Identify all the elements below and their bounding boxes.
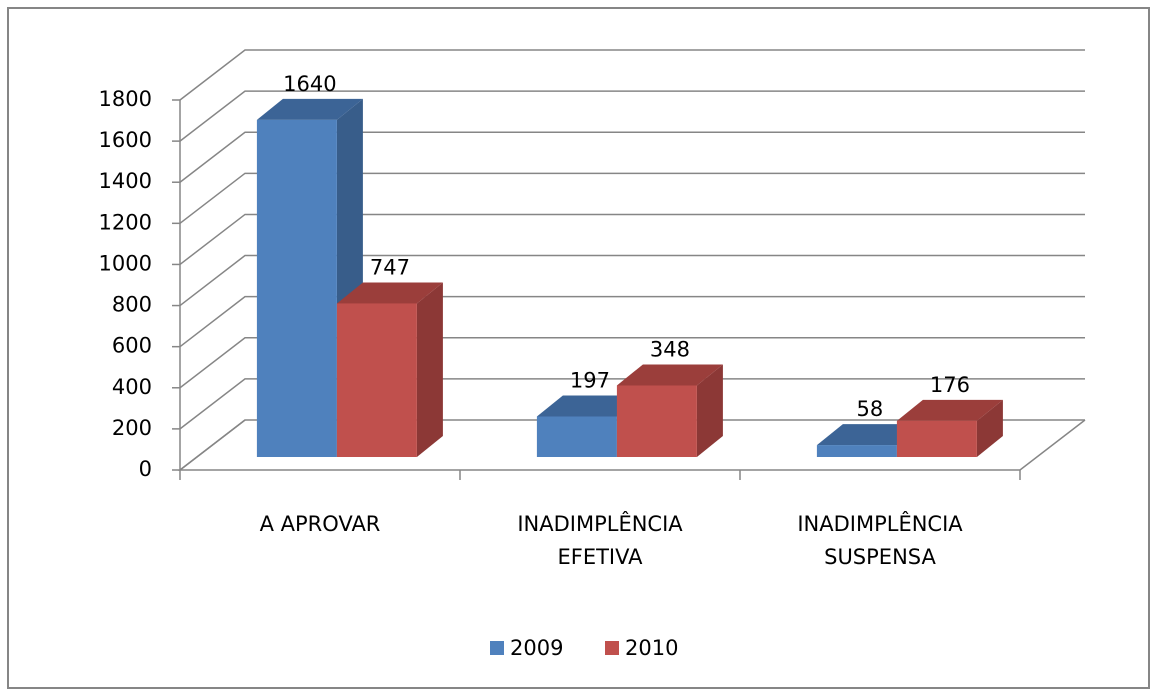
bar-side <box>696 364 723 457</box>
bar-top <box>256 98 363 120</box>
bar-front <box>616 385 697 457</box>
chart-border <box>7 7 1150 689</box>
bar-top <box>336 282 443 304</box>
bar <box>256 98 363 457</box>
y-tick-label: 1800 <box>99 87 152 111</box>
x-tick-label: A APROVAR <box>260 512 381 536</box>
grid-line <box>179 90 1085 142</box>
legend-swatch <box>490 641 504 655</box>
y-tick-label: 400 <box>112 375 152 399</box>
legend-label: 2009 <box>510 636 563 660</box>
bar-top <box>536 395 643 417</box>
bar <box>896 399 1003 457</box>
bar-front <box>536 416 617 457</box>
x-tick-label: EFETIVA <box>557 545 643 569</box>
x-tick-label: INADIMPLÊNCIA <box>517 511 683 536</box>
data-label: 197 <box>570 369 610 393</box>
bar-front <box>336 303 417 457</box>
grid-line <box>179 49 1085 101</box>
grid-line <box>179 254 1085 307</box>
x-tick-label: SUSPENSA <box>824 545 936 569</box>
bar-front <box>896 420 977 457</box>
y-tick-label: 1600 <box>99 128 152 152</box>
grid-line <box>179 378 1085 430</box>
data-label: 747 <box>370 255 410 279</box>
y-tick-label: 1000 <box>99 251 152 275</box>
bar-front <box>256 119 337 457</box>
y-tick-label: 1200 <box>99 210 152 234</box>
y-tick-label: 600 <box>112 334 152 358</box>
y-tick-label: 0 <box>139 457 152 481</box>
data-label: 348 <box>650 337 690 361</box>
bar-top <box>896 399 1003 421</box>
grid-line <box>179 172 1085 224</box>
x-tick-label: INADIMPLÊNCIA <box>797 511 963 536</box>
grid-line <box>179 131 1085 183</box>
bar-side <box>976 399 1003 457</box>
data-label: 1640 <box>283 72 336 96</box>
bar <box>336 282 443 457</box>
y-tick-label: 1400 <box>99 169 152 193</box>
data-label: 58 <box>857 397 884 421</box>
legend-swatch <box>605 641 619 655</box>
bar-side <box>416 282 443 457</box>
grid-line <box>179 337 1085 389</box>
y-tick-label: 800 <box>112 293 152 317</box>
y-tick-label: 200 <box>112 416 152 440</box>
bar <box>616 364 723 457</box>
data-label: 176 <box>930 373 970 397</box>
bar-front <box>816 445 897 457</box>
bar-top <box>616 364 723 386</box>
grid-line <box>179 213 1085 266</box>
floor <box>177 419 1086 471</box>
legend-label: 2010 <box>625 636 678 660</box>
bar-top <box>816 424 923 446</box>
grid-line <box>179 295 1085 348</box>
